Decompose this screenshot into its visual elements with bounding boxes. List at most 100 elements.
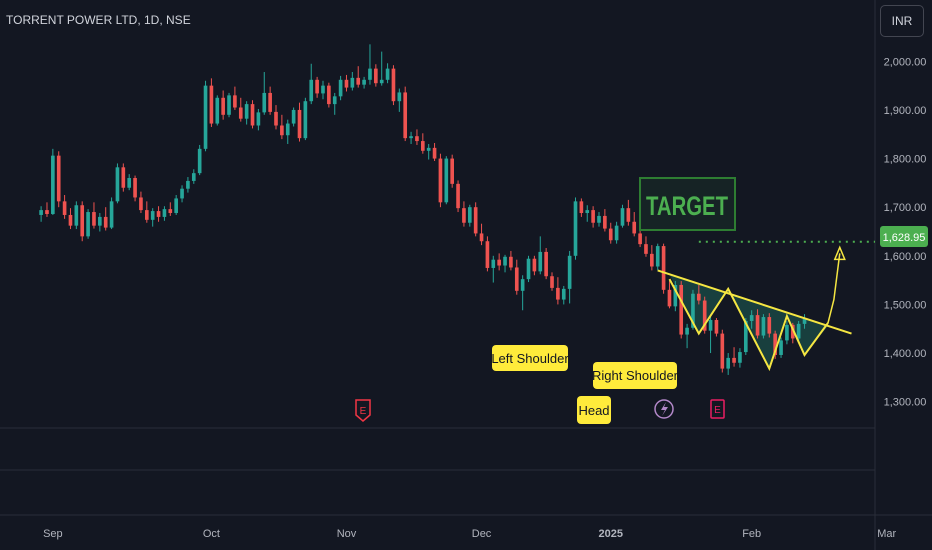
candle-body [790, 324, 795, 339]
candle-body [802, 319, 807, 324]
earnings-icon[interactable]: E [355, 399, 371, 422]
candle-body [238, 107, 243, 119]
candle-body [667, 289, 672, 307]
candle-body [673, 284, 678, 307]
candle-body [467, 207, 472, 223]
earnings-upcoming-icon-label: E [714, 405, 721, 416]
earnings-icon-label: E [360, 406, 367, 417]
candle-body [103, 216, 108, 228]
candle-body [415, 136, 419, 142]
candle-body [556, 287, 560, 300]
candle-body [244, 104, 249, 119]
candle-body [462, 208, 466, 223]
candle-body [650, 253, 654, 267]
candle-body [691, 293, 695, 328]
candle-body [767, 317, 772, 334]
y-tick-label: 1,600.00 [884, 251, 927, 263]
candle-body [262, 92, 267, 113]
pattern-fill-area [669, 274, 829, 369]
candle-body [174, 198, 178, 214]
candle-body [203, 85, 208, 149]
candle-body [186, 180, 190, 189]
breakout-arrow-head [833, 245, 846, 261]
symbol-legend[interactable]: TORRENT POWER LTD, 1D, NSE [6, 13, 191, 27]
y-tick-label: 1,500.00 [884, 299, 927, 311]
candle-body [585, 210, 590, 214]
candle-body [485, 241, 490, 268]
candle-body [139, 197, 143, 211]
currency-button[interactable]: INR [880, 5, 924, 37]
candle-body [409, 136, 413, 139]
candle-body [761, 317, 766, 336]
dividend-icon[interactable] [654, 399, 674, 419]
candle-body [127, 178, 132, 188]
candle-body [144, 210, 149, 220]
candle-body [685, 327, 689, 335]
candle-body [491, 259, 496, 268]
candle-body [626, 208, 631, 222]
candle-body [538, 251, 543, 272]
candle-body [550, 276, 554, 288]
breakout-arrow[interactable] [827, 253, 841, 324]
candle-body [679, 284, 684, 335]
x-tick-label: 2025 [598, 528, 622, 540]
candle-body [374, 68, 378, 84]
neckline[interactable] [657, 269, 852, 335]
candle-body [215, 97, 220, 124]
candle-body [702, 300, 707, 331]
candle-body [726, 357, 731, 369]
candle-body [92, 212, 96, 226]
candle-body [473, 207, 478, 234]
candle-body [438, 158, 443, 203]
candle-body [80, 205, 85, 237]
candle-body [608, 228, 613, 241]
target-annotation[interactable]: TARGET [639, 177, 736, 231]
candle-body [362, 79, 366, 85]
label-left-shoulder[interactable]: Left Shoulder [491, 345, 569, 371]
candle-body [444, 158, 449, 203]
candle-body [385, 68, 390, 80]
candle-body [420, 141, 425, 151]
y-tick-label: 1,900.00 [884, 105, 927, 117]
candle-body [773, 333, 777, 355]
candle-body [509, 256, 513, 268]
candle-body [755, 315, 760, 336]
time-axis[interactable]: Sep Oct Nov Dec 2025 Feb Mar [43, 528, 896, 540]
candle-body [268, 92, 272, 112]
candle-body [432, 147, 437, 159]
candle-body [162, 209, 167, 217]
x-tick-label: Mar [877, 528, 896, 540]
y-tick-label: 2,000.00 [884, 56, 927, 68]
candle-body [56, 155, 61, 202]
candle-body [321, 85, 325, 94]
candle-body [514, 267, 519, 291]
candle-body [526, 258, 531, 280]
candle-body [749, 315, 754, 321]
label-right-shoulder[interactable]: Right Shoulder [592, 362, 679, 389]
price-axis[interactable]: 2,000.00 1,900.00 1,800.00 1,700.00 1,600.00… [884, 56, 927, 408]
x-tick-label: Feb [742, 528, 761, 540]
head-text: Head [578, 403, 609, 418]
candle-body [150, 211, 155, 220]
candle-body [591, 210, 595, 223]
pattern-zigzag[interactable] [668, 278, 829, 372]
candle-body [697, 293, 701, 301]
candle-body [456, 183, 460, 209]
label-head[interactable]: Head [577, 396, 611, 424]
target-box [639, 177, 736, 231]
candle-body [256, 112, 261, 126]
candle-body [45, 210, 49, 214]
candle-body [655, 246, 660, 267]
candle-body [732, 357, 736, 363]
candle-body [297, 109, 302, 139]
candle-body [197, 148, 202, 174]
candle-body [327, 85, 331, 105]
earnings-upcoming-icon[interactable]: E [710, 399, 725, 419]
candle-body [632, 221, 637, 234]
candle-body [379, 79, 384, 84]
candle-body [344, 79, 349, 88]
left-shoulder-text: Left Shoulder [491, 351, 569, 366]
candle-body [579, 201, 584, 214]
